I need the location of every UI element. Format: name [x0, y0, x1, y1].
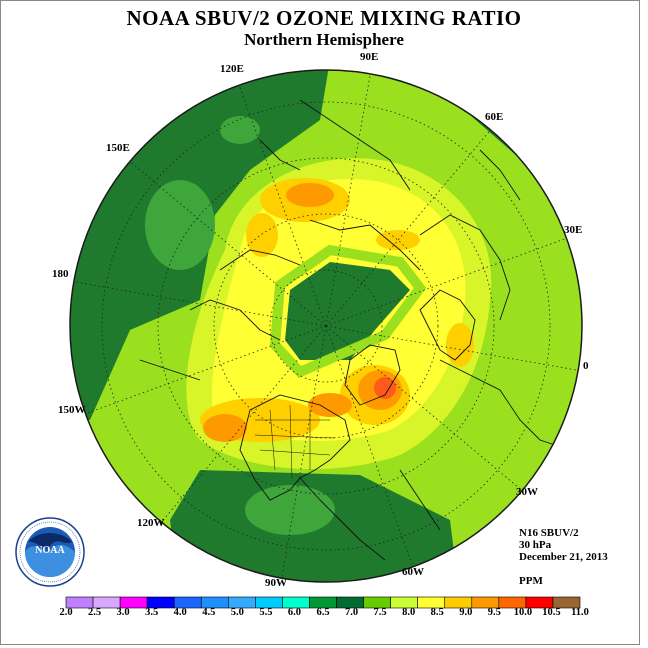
colorbar-label: 4.5 — [202, 607, 216, 618]
lon-label-90w: 90W — [265, 577, 287, 589]
field-red-atlantic — [374, 377, 396, 399]
field-dark-green-arctic-top — [285, 262, 410, 360]
field-mid-green-siberia — [145, 180, 215, 270]
state-boundaries — [254, 404, 336, 479]
colorbar-label: 3.0 — [116, 607, 130, 618]
colorbar-label: 9.0 — [459, 607, 473, 618]
field-orange-greenland — [308, 393, 352, 417]
colorbar-label: 6.0 — [287, 607, 301, 618]
colorbar-label: 11.0 — [571, 607, 589, 618]
units-label: PPM — [519, 575, 543, 587]
noaa-logo: NOAA — [15, 517, 85, 587]
satellite-label: N16 SBUV/2 — [519, 527, 579, 539]
colorbar-label: 7.5 — [373, 607, 387, 618]
graticule — [70, 70, 582, 582]
lon-label-30w: 30W — [516, 486, 538, 498]
field-gold-east — [376, 230, 420, 250]
colorbar-label: 2.5 — [87, 607, 102, 618]
field-gold-europe — [446, 323, 474, 367]
chart-subtitle: Northern Hemisphere — [244, 30, 404, 49]
lon-label-60e: 60E — [485, 111, 504, 123]
colorbar-label: 3.5 — [145, 607, 159, 618]
field-mid-green-atlantic — [245, 485, 335, 535]
colorbar-swatch — [552, 596, 581, 609]
globe-outline — [69, 69, 583, 583]
noaa-logo-text: NOAA — [35, 545, 65, 556]
chart-title: NOAA SBUV/2 OZONE MIXING RATIO — [126, 6, 522, 30]
colorbar-label: 2.0 — [59, 607, 73, 618]
colorbar-label: 9.5 — [487, 607, 501, 618]
lon-label-90e: 90E — [360, 51, 379, 63]
field-lime-arctic-ring — [269, 244, 427, 379]
lon-label-120e: 120E — [220, 63, 244, 75]
colorbar-label: 5.5 — [259, 607, 273, 618]
lon-label-150w: 150W — [58, 404, 86, 416]
date-label: December 21, 2013 — [519, 551, 608, 563]
colorbar-label: 6.5 — [316, 607, 330, 618]
coastlines — [139, 99, 571, 561]
lon-label-120w: 120W — [137, 517, 165, 529]
colorbar-label: 8.5 — [430, 607, 444, 618]
colorbar-label: 5.0 — [230, 607, 244, 618]
lon-label-180: 180 — [52, 268, 69, 280]
colorbar-label: 8.0 — [402, 607, 416, 618]
lon-label-150e: 150E — [106, 142, 130, 154]
lon-label-30e: 30E — [564, 224, 583, 236]
lon-label-60w: 60W — [402, 566, 424, 578]
field-orange-america — [203, 414, 247, 442]
field-mid-green-india — [220, 116, 260, 144]
field-orange-north — [286, 183, 334, 207]
level-label: 30 hPa — [519, 539, 552, 551]
field-gold-northwest — [246, 213, 278, 257]
colorbar — [65, 596, 581, 609]
lon-label-0: 0 — [583, 360, 589, 372]
colorbar-label: 10.5 — [542, 607, 561, 618]
colorbar-label: 10.0 — [513, 607, 533, 618]
colorbar-label: 4.0 — [173, 607, 187, 618]
colorbar-label: 7.0 — [344, 607, 359, 618]
